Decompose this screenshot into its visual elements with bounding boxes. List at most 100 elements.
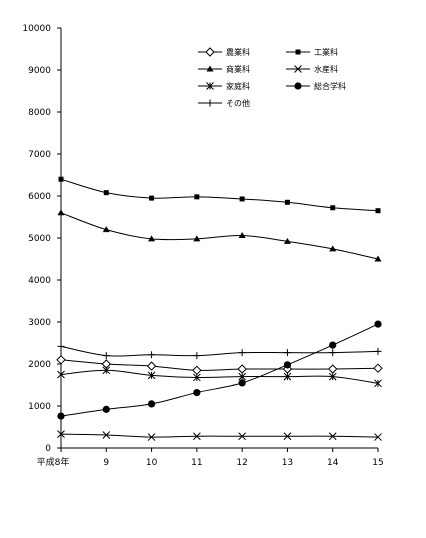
legend-marker (295, 49, 301, 55)
y-tick-label: 9000 (28, 66, 51, 76)
chart-axes (60, 28, 378, 449)
data-point (283, 237, 291, 244)
legend-item: 水産科 (286, 64, 338, 74)
x-tick-label: 14 (327, 458, 339, 468)
legend-item: 商業科 (198, 64, 250, 74)
legend-marker (294, 82, 302, 90)
data-point (147, 433, 156, 441)
data-point (56, 355, 66, 365)
data-point (193, 388, 201, 397)
legend-label: 工業科 (314, 47, 338, 57)
data-point (193, 352, 201, 360)
y-tick-label: 2000 (28, 360, 51, 370)
legend-item: 工業科 (286, 47, 338, 57)
x-tick-label: 15 (372, 458, 383, 468)
legend-label: 家庭科 (226, 81, 250, 91)
x-tick-label: 11 (191, 458, 202, 468)
data-point (194, 194, 200, 200)
legend-marker (205, 47, 215, 57)
series-line (60, 178, 379, 212)
data-point (58, 176, 64, 182)
data-point (57, 370, 65, 379)
y-axis-ticks: 0 1000 2000 3000 4000 5000 6000 7000 8000 9000 100… (22, 24, 61, 454)
data-point (238, 432, 246, 441)
data-point (328, 372, 337, 381)
data-point (238, 231, 246, 238)
data-point (283, 349, 291, 357)
data-point (102, 352, 110, 360)
legend-label: 農業科 (226, 47, 250, 57)
legend-marker (206, 65, 214, 72)
data-point (283, 432, 292, 441)
series-line (60, 433, 379, 438)
data-point (103, 190, 109, 196)
y-tick-label: 5000 (28, 234, 51, 244)
data-point (373, 363, 383, 373)
y-tick-label: 7000 (28, 150, 51, 160)
legend-marker (206, 82, 214, 90)
data-point (102, 366, 111, 375)
x-tick-label: 9 (103, 458, 109, 468)
data-point (329, 245, 337, 252)
data-point (238, 372, 246, 381)
data-point (148, 235, 156, 242)
series-line (60, 369, 379, 384)
y-tick-label: 0 (45, 444, 51, 454)
series-1 (56, 355, 383, 376)
data-point (239, 196, 245, 202)
data-point (148, 351, 156, 359)
y-tick-label: 10000 (22, 24, 51, 34)
data-point (330, 205, 336, 211)
data-point (374, 347, 382, 355)
legend-item: 総合学科 (286, 81, 346, 91)
y-tick-label: 8000 (28, 108, 51, 118)
data-point (193, 432, 201, 441)
series-7 (57, 342, 382, 360)
data-point (374, 379, 382, 388)
data-point (192, 365, 202, 376)
data-point (102, 226, 110, 233)
data-point (57, 342, 65, 350)
data-point (102, 405, 110, 413)
data-point (147, 371, 156, 380)
legend-item: その他 (198, 98, 250, 108)
legend-label: その他 (226, 98, 250, 108)
legend-label: 総合学科 (314, 81, 346, 91)
chart-series (56, 176, 383, 441)
data-point (329, 341, 337, 349)
series-5 (57, 366, 382, 388)
x-axis-ticks: 平成8年 9 10 11 12 13 14 15 (37, 448, 384, 468)
data-point (146, 361, 157, 371)
x-tick-label: 10 (146, 458, 158, 468)
series-6 (57, 320, 382, 420)
legend-item: 農業科 (198, 47, 250, 57)
data-point (193, 235, 201, 242)
data-point (283, 372, 292, 381)
data-point (237, 364, 247, 374)
legend-marker (294, 65, 302, 73)
legend-label: 水産科 (314, 64, 338, 74)
series-2 (58, 176, 381, 214)
series-3 (57, 209, 382, 262)
y-tick-label: 4000 (28, 276, 51, 286)
data-point (375, 208, 381, 214)
data-point (238, 379, 246, 387)
series-line (60, 323, 379, 417)
x-tick-label: 12 (236, 458, 247, 468)
legend-marker (206, 99, 214, 107)
data-point (149, 195, 155, 201)
data-point (57, 209, 65, 216)
legend-label: 商業科 (226, 64, 250, 74)
data-point (147, 400, 156, 408)
y-tick-label: 6000 (28, 192, 51, 202)
data-point (374, 433, 382, 441)
data-point (57, 412, 65, 420)
series-line (60, 345, 379, 357)
data-point (102, 431, 111, 439)
data-point (238, 349, 246, 357)
data-point (328, 364, 338, 374)
y-tick-label: 3000 (28, 318, 51, 328)
data-point (57, 430, 65, 438)
